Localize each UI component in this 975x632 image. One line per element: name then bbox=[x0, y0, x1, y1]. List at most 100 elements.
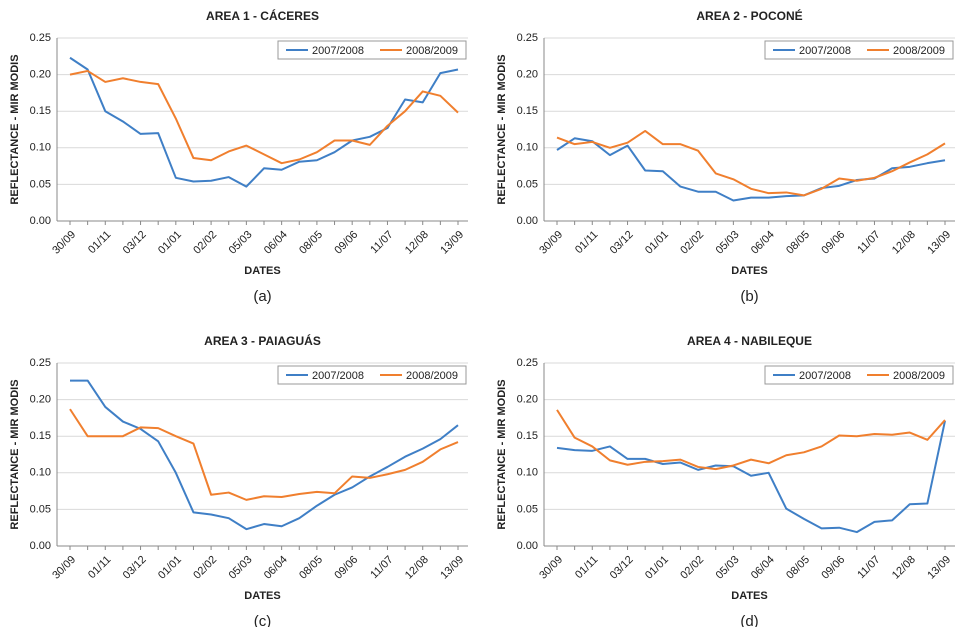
y-tick-label: 0.00 bbox=[30, 215, 51, 227]
legend-box bbox=[277, 365, 467, 385]
x-tick-label: 02/02 bbox=[191, 554, 219, 582]
x-tick-label: 08/05 bbox=[784, 229, 812, 257]
legend-box bbox=[277, 40, 467, 60]
legend-label: 2007/2008 bbox=[312, 370, 364, 382]
x-tick-label: 02/02 bbox=[678, 554, 706, 582]
legend-box bbox=[764, 365, 954, 385]
x-tick-label: 06/04 bbox=[749, 554, 777, 582]
legend-box bbox=[764, 40, 954, 60]
y-axis-title: REFLECTANCE - MIR MODIS bbox=[9, 379, 21, 529]
x-tick-label: 12/08 bbox=[403, 229, 431, 257]
chart-title: AREA 1 - CÁCERES bbox=[206, 8, 319, 23]
x-axis-title: DATES bbox=[244, 265, 280, 277]
x-tick-label: 30/09 bbox=[50, 229, 78, 257]
x-tick-label: 30/09 bbox=[50, 554, 78, 582]
legend-label: 2008/2009 bbox=[406, 45, 458, 57]
x-tick-label: 13/09 bbox=[925, 554, 953, 582]
x-tick-label: 01/11 bbox=[86, 229, 113, 256]
x-tick-label: 03/12 bbox=[121, 229, 149, 257]
x-tick-label: 12/08 bbox=[890, 229, 918, 257]
x-tick-label: 11/07 bbox=[368, 229, 395, 256]
x-tick-label: 08/05 bbox=[297, 229, 325, 257]
y-tick-label: 0.15 bbox=[517, 430, 538, 442]
x-tick-label: 06/04 bbox=[262, 554, 290, 582]
y-tick-label: 0.10 bbox=[30, 142, 51, 154]
x-axis-title: DATES bbox=[731, 590, 767, 602]
chart-panel: AREA 4 - NABILEQUE 0.00 0.05 0.10 0.15 0.20 0.… bbox=[496, 334, 955, 630]
x-tick-label: 01/01 bbox=[156, 229, 184, 257]
y-tick-label: 0.20 bbox=[517, 69, 538, 81]
x-tick-label: 01/01 bbox=[643, 554, 671, 582]
x-tick-label: 09/06 bbox=[819, 229, 847, 257]
x-tick-label: 01/01 bbox=[156, 554, 184, 582]
x-tick-label: 11/07 bbox=[368, 554, 395, 581]
x-tick-label: 11/07 bbox=[855, 229, 882, 256]
caption: (c) bbox=[254, 613, 272, 627]
y-tick-label: 0.15 bbox=[30, 430, 51, 442]
y-tick-label: 0.05 bbox=[30, 178, 51, 190]
x-tick-label: 01/11 bbox=[573, 229, 600, 256]
legend-label: 2008/2009 bbox=[893, 370, 945, 382]
chart-title: AREA 2 - POCONÉ bbox=[696, 8, 802, 23]
caption: (d) bbox=[740, 613, 758, 627]
x-tick-label: 05/03 bbox=[227, 554, 255, 582]
x-tick-label: 05/03 bbox=[714, 229, 742, 257]
series-line bbox=[69, 56, 459, 188]
y-tick-label: 0.00 bbox=[30, 540, 51, 552]
y-tick-label: 0.15 bbox=[517, 105, 538, 117]
y-tick-label: 0.20 bbox=[30, 394, 51, 406]
y-tick-label: 0.05 bbox=[517, 503, 538, 515]
y-tick-label: 0.25 bbox=[30, 357, 51, 369]
legend-label: 2008/2009 bbox=[893, 45, 945, 57]
x-tick-label: 03/12 bbox=[608, 554, 636, 582]
x-tick-label: 03/12 bbox=[121, 554, 149, 582]
x-tick-label: 13/09 bbox=[925, 229, 953, 257]
x-tick-label: 11/07 bbox=[855, 554, 882, 581]
y-axis-title: REFLECTANCE - MIR MODIS bbox=[496, 379, 508, 529]
x-tick-label: 03/12 bbox=[608, 229, 636, 257]
y-tick-label: 0.20 bbox=[517, 394, 538, 406]
y-tick-label: 0.10 bbox=[517, 467, 538, 479]
x-tick-label: 01/11 bbox=[86, 554, 113, 581]
x-tick-label: 09/06 bbox=[332, 229, 360, 257]
legend-label: 2007/2008 bbox=[799, 370, 851, 382]
chart-panel: AREA 2 - POCONÉ 0.00 0.05 0.10 0.15 0.20 0.25 3… bbox=[496, 8, 955, 305]
x-tick-label: 12/08 bbox=[403, 554, 431, 582]
x-tick-label: 02/02 bbox=[191, 229, 219, 257]
y-tick-label: 0.15 bbox=[30, 105, 51, 117]
y-tick-label: 0.25 bbox=[30, 32, 51, 44]
x-tick-label: 01/11 bbox=[573, 554, 600, 581]
x-tick-label: 01/01 bbox=[643, 229, 671, 257]
series-line bbox=[69, 69, 459, 165]
series-line bbox=[69, 408, 459, 501]
x-tick-label: 06/04 bbox=[262, 229, 290, 257]
chart-panel: AREA 1 - CÁCERES 0.00 0.05 0.10 0.15 0.20 0.25… bbox=[9, 8, 468, 305]
series-line bbox=[556, 409, 946, 471]
x-tick-label: 08/05 bbox=[784, 554, 812, 582]
y-tick-label: 0.10 bbox=[30, 467, 51, 479]
y-tick-label: 0.20 bbox=[30, 69, 51, 81]
y-tick-label: 0.05 bbox=[30, 503, 51, 515]
x-tick-label: 08/05 bbox=[297, 554, 325, 582]
x-axis-title: DATES bbox=[244, 590, 280, 602]
y-axis-title: REFLECTANCE - MIR MODIS bbox=[9, 54, 21, 204]
x-tick-label: 13/09 bbox=[438, 554, 466, 582]
x-tick-label: 09/06 bbox=[332, 554, 360, 582]
legend-label: 2007/2008 bbox=[312, 45, 364, 57]
series-line bbox=[556, 420, 946, 534]
x-tick-label: 13/09 bbox=[438, 229, 466, 257]
chart-title: AREA 3 - PAIAGUÁS bbox=[204, 333, 321, 348]
x-tick-label: 09/06 bbox=[819, 554, 847, 582]
series-line bbox=[70, 379, 459, 531]
legend-label: 2007/2008 bbox=[799, 45, 851, 57]
x-tick-label: 05/03 bbox=[714, 554, 742, 582]
y-tick-label: 0.25 bbox=[517, 357, 538, 369]
chart-panel: AREA 3 - PAIAGUÁS 0.00 0.05 0.10 0.15 0.20 0.2… bbox=[9, 333, 468, 630]
y-tick-label: 0.25 bbox=[517, 32, 538, 44]
chart-title: AREA 4 - NABILEQUE bbox=[687, 334, 812, 348]
x-tick-label: 30/09 bbox=[537, 229, 565, 257]
series-line bbox=[556, 129, 946, 197]
y-axis-title: REFLECTANCE - MIR MODIS bbox=[496, 54, 508, 204]
caption: (a) bbox=[253, 288, 271, 305]
